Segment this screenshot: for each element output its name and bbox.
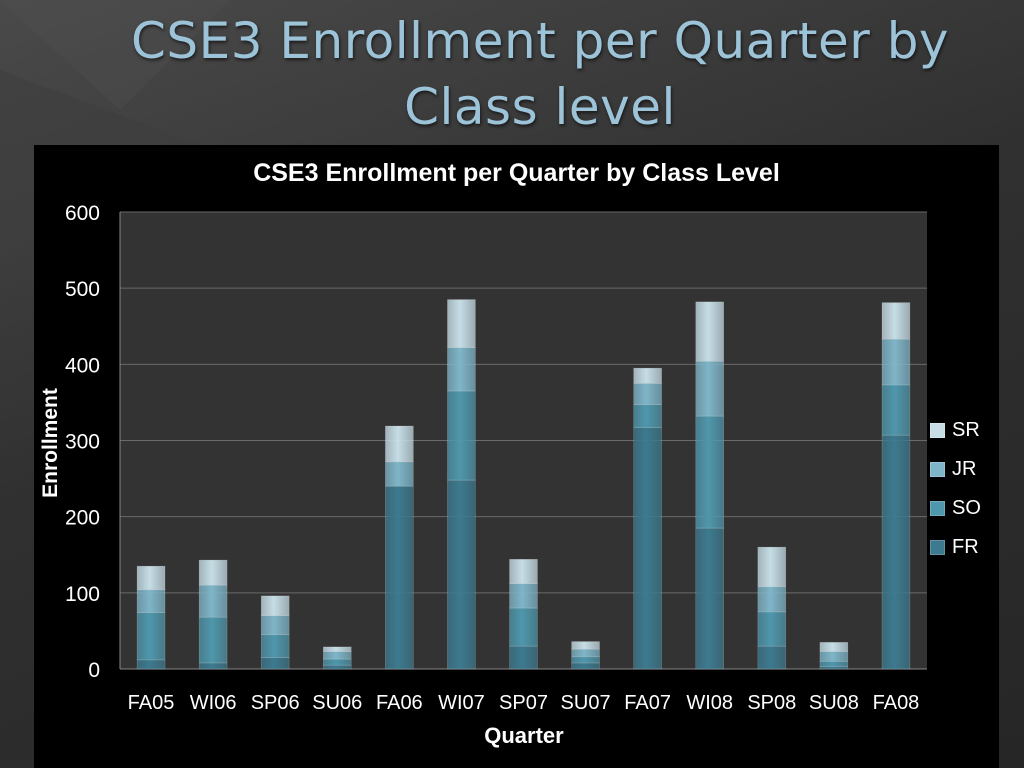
bar-su06-sr	[323, 646, 352, 652]
legend-item-so: SO	[930, 489, 994, 528]
x-tick-label: WI08	[686, 692, 733, 714]
bar-wi06-fr	[198, 662, 228, 670]
legend-item-sr: SR	[930, 411, 994, 450]
bar-sp06-sr	[260, 595, 290, 616]
bar-sp06-so	[260, 634, 290, 658]
bar-wi06-so	[198, 616, 228, 664]
bar-su08-jr	[819, 651, 849, 662]
bar-wi08-so	[695, 415, 724, 529]
bar-sp07-jr	[509, 583, 538, 609]
bar-su06-fr	[323, 664, 352, 670]
legend-item-fr: FR	[930, 528, 994, 567]
bar-su06-so	[323, 658, 352, 666]
x-tick-label: SU08	[809, 692, 859, 714]
bar-wi07-fr	[447, 479, 476, 670]
bar-sp08-jr	[757, 586, 787, 613]
legend-label-so: SO	[952, 497, 981, 519]
bar-fa06-sr	[385, 425, 414, 463]
x-tick-label: FA06	[376, 692, 423, 714]
bar-sp07-sr	[509, 559, 538, 584]
bar-fa08-fr	[881, 434, 911, 670]
bar-wi08-jr	[695, 360, 724, 417]
x-tick-label: FA07	[624, 692, 671, 714]
bar-fa08-sr	[881, 302, 911, 340]
bar-sp06-fr	[260, 657, 290, 670]
bar-su07-so	[571, 656, 600, 664]
bar-wi08-fr	[695, 527, 724, 670]
bar-fa07-fr	[633, 427, 662, 670]
x-tick-label: FA05	[128, 692, 175, 714]
legend-label-sr: SR	[952, 419, 980, 441]
bar-fa06-fr	[385, 485, 414, 670]
legend-label-fr: FR	[952, 536, 979, 558]
bar-fa08-jr	[881, 338, 911, 386]
bar-su08-sr	[819, 642, 849, 652]
slide-title: CSE3 Enrollment per Quarter by Class lev…	[130, 12, 950, 136]
bar-su08-fr	[819, 666, 849, 670]
bar-sp07-fr	[509, 645, 538, 670]
chart-plot: 0 100 200 300 400 500 600 FA05 WI06 SP06 SU06 FA06 W…	[65, 202, 927, 714]
y-axis-title: Enrollment	[39, 388, 62, 498]
y-tick-label: 0	[88, 659, 100, 682]
bar-wi08-sr	[695, 301, 724, 362]
x-tick-label: SU07	[561, 692, 611, 714]
y-tick-label: 200	[65, 507, 100, 530]
y-tick-label: 600	[65, 202, 100, 225]
bar-sp08-sr	[757, 546, 787, 588]
bar-su07-fr	[571, 662, 600, 670]
x-tick-label: SP08	[747, 692, 796, 714]
y-tick-label: 100	[65, 583, 100, 606]
y-tick-label: 400	[65, 354, 100, 377]
x-tick-label: SU06	[312, 692, 362, 714]
legend-swatch-fr	[930, 540, 945, 555]
bar-fa05-so	[136, 612, 166, 661]
bar-su07-sr	[571, 641, 600, 650]
legend-item-jr: JR	[930, 450, 994, 489]
chart-legend: SR JR SO FR	[930, 411, 994, 567]
bar-fa08-so	[881, 384, 911, 436]
bar-fa05-sr	[136, 565, 166, 591]
chart-title: CSE3 Enrollment per Quarter by Class Lev…	[253, 159, 780, 187]
bar-wi06-jr	[198, 584, 228, 618]
bar-wi07-sr	[447, 299, 476, 348]
legend-swatch-so	[930, 501, 945, 516]
bar-su07-jr	[571, 648, 600, 658]
bar-fa07-jr	[633, 383, 662, 406]
x-tick-label: SP07	[499, 692, 548, 714]
legend-label-jr: JR	[952, 458, 977, 480]
legend-swatch-sr	[930, 423, 945, 438]
bar-fa06-jr	[385, 461, 414, 487]
x-tick-label: WI06	[190, 692, 237, 714]
bar-sp08-fr	[757, 645, 787, 670]
bar-wi07-jr	[447, 347, 476, 392]
y-tick-label: 300	[65, 431, 100, 454]
x-axis-title: Quarter	[484, 723, 564, 748]
bar-wi06-sr	[198, 559, 228, 586]
bar-fa05-jr	[136, 589, 166, 613]
bar-fa05-fr	[136, 659, 166, 670]
x-tick-label: WI07	[438, 692, 485, 714]
bar-sp07-so	[509, 607, 538, 647]
bar-sp06-jr	[260, 615, 290, 636]
x-tick-label: FA08	[873, 692, 920, 714]
x-tick-label: SP06	[251, 692, 300, 714]
bar-sp08-so	[757, 611, 787, 647]
legend-swatch-jr	[930, 462, 945, 477]
bar-fa07-so	[633, 404, 662, 428]
y-tick-label: 500	[65, 278, 100, 301]
bar-su06-jr	[323, 651, 352, 660]
bar-su08-so	[819, 661, 849, 668]
bar-fa07-sr	[633, 367, 662, 384]
chart-panel: 0 100 200 300 400 500 600 FA05 WI06 SP06 SU06 FA06 W…	[34, 145, 999, 768]
bar-wi07-so	[447, 390, 476, 481]
